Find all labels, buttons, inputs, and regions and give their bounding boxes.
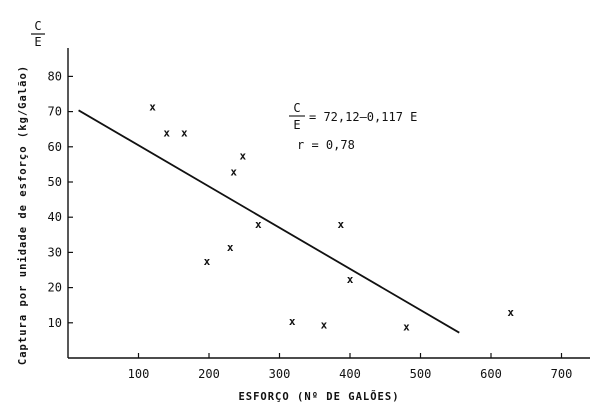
eq-rhs: = 72,12–0,117 E <box>309 110 417 124</box>
regression-equation: C E = 72,12–0,117 E <box>289 101 417 132</box>
x-axis-title: ESFORÇO (Nº DE GALÕES) <box>238 390 399 403</box>
y-tick-label: 40 <box>48 210 62 224</box>
data-point: x <box>507 306 514 319</box>
data-point: x <box>338 218 345 231</box>
data-point: x <box>163 127 170 140</box>
data-point: x <box>347 273 354 286</box>
data-point: x <box>149 100 156 113</box>
regression-line-group <box>78 109 460 334</box>
correlation-label: r = 0,78 <box>297 138 355 152</box>
ratio-numerator: C <box>34 19 41 33</box>
data-point: x <box>321 319 328 332</box>
y-tick-label: 20 <box>48 281 62 295</box>
y-tick-label: 70 <box>48 105 62 119</box>
x-tick-label: 600 <box>480 367 502 381</box>
axes <box>67 48 590 359</box>
regression-line <box>78 109 460 334</box>
y-axis-title: Captura por unidade de esforço (kg/Galão… <box>17 65 29 365</box>
data-point: x <box>289 315 296 328</box>
y-tick-label: 60 <box>48 140 62 154</box>
eq-numerator: C <box>293 101 300 115</box>
y-axis-ratio-label: C E <box>31 19 45 49</box>
data-point: x <box>403 320 410 333</box>
data-point: x <box>240 150 247 163</box>
y-tick-label: 10 <box>48 316 62 330</box>
data-point: x <box>255 218 262 231</box>
data-point: x <box>181 127 188 140</box>
x-tick-label: 300 <box>269 367 291 381</box>
ratio-denominator: E <box>34 35 41 49</box>
x-tick-label: 500 <box>410 367 432 381</box>
y-ticks: 10 20 30 40 50 60 70 80 <box>48 69 73 330</box>
y-tick-label: 50 <box>48 175 62 189</box>
data-point: x <box>230 165 237 178</box>
x-tick-label: 100 <box>128 367 150 381</box>
data-point: x <box>204 255 211 268</box>
y-tick-label: 80 <box>48 69 62 83</box>
x-tick-label: 700 <box>551 367 573 381</box>
y-tick-label: 30 <box>48 245 62 259</box>
x-tick-label: 200 <box>198 367 220 381</box>
data-point: x <box>227 241 234 254</box>
eq-denominator: E <box>293 118 300 132</box>
x-ticks: 100 200 300 400 500 600 700 <box>128 353 573 381</box>
x-tick-label: 400 <box>339 367 361 381</box>
